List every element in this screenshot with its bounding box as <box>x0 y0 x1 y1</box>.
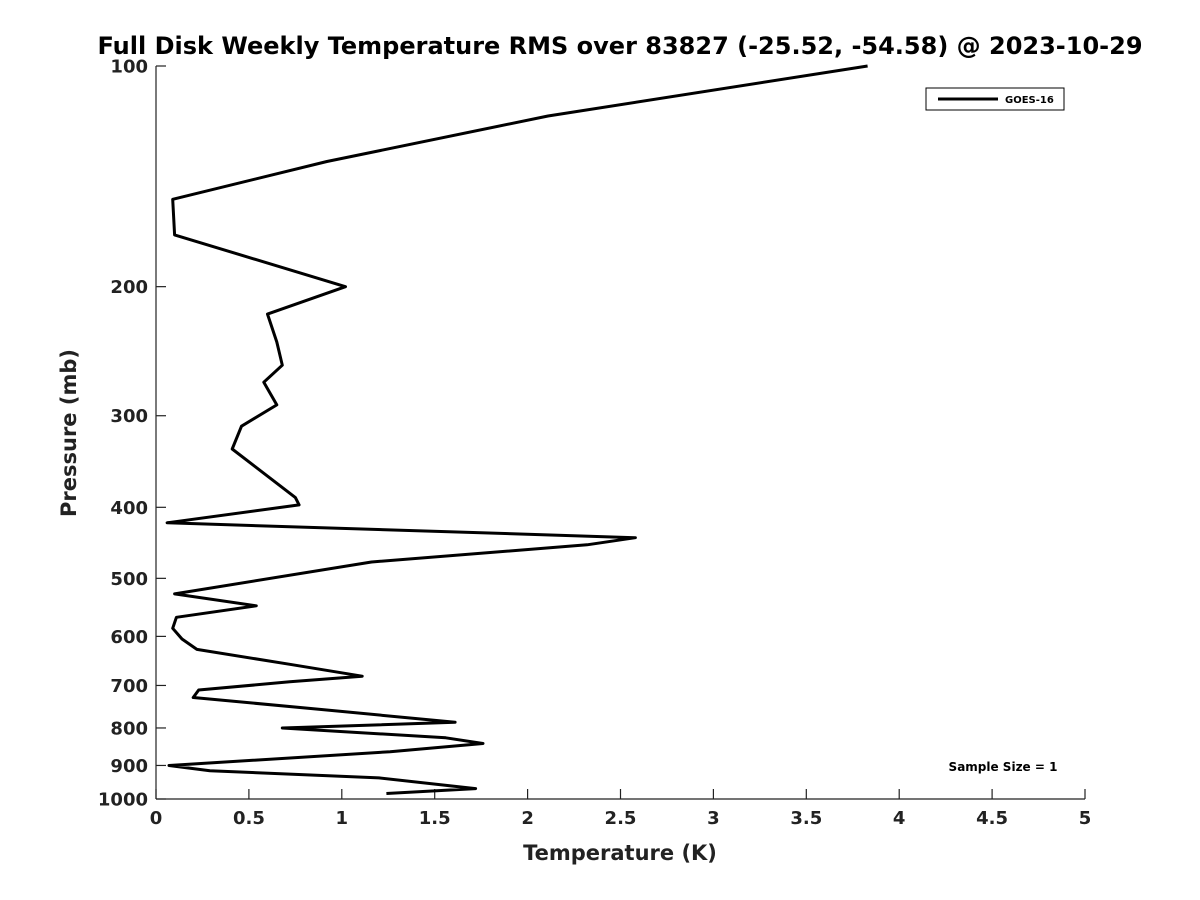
legend-label-goes-16: GOES-16 <box>1005 95 1054 106</box>
y-tick-label: 800 <box>110 718 148 739</box>
x-tick-label: 0.5 <box>233 808 265 829</box>
x-tick-label: 4 <box>893 808 906 829</box>
x-tick-label: 1.5 <box>419 808 451 829</box>
sample-size-annotation: Sample Size = 1 <box>949 760 1058 774</box>
y-tick-label: 400 <box>110 498 148 519</box>
x-tick-label: 1 <box>336 808 349 829</box>
x-tick-label: 3 <box>707 808 720 829</box>
y-tick-label: 600 <box>110 627 148 648</box>
series-group <box>165 64 868 795</box>
x-tick-label: 3.5 <box>790 808 822 829</box>
x-tick-label: 2.5 <box>605 808 637 829</box>
y-tick-label: 900 <box>110 756 148 777</box>
x-tick-label: 4.5 <box>976 808 1008 829</box>
y-axis-label: Pressure (mb) <box>57 349 81 517</box>
y-tick-label: 100 <box>110 57 148 78</box>
y-tick-label: 1000 <box>98 790 148 811</box>
y-tick-label: 200 <box>110 277 148 298</box>
legend: GOES-16 <box>925 87 1065 111</box>
y-tick-label: 500 <box>110 569 148 590</box>
x-tick-label: 0 <box>150 808 163 829</box>
chart-title: Full Disk Weekly Temperature RMS over 83… <box>97 32 1142 60</box>
x-tick-label: 2 <box>521 808 534 829</box>
y-axis: 100 200 300 400 500 600 700 800 900 1000 <box>98 57 166 811</box>
x-axis: 0 0.5 1 1.5 2 2.5 3 3.5 4 4.5 5 <box>150 789 1092 829</box>
series-line-goes-16 <box>165 64 868 795</box>
x-tick-label: 5 <box>1079 808 1092 829</box>
y-tick-label: 300 <box>110 406 148 427</box>
y-tick-label: 700 <box>110 676 148 697</box>
x-axis-label: Temperature (K) <box>523 841 717 865</box>
